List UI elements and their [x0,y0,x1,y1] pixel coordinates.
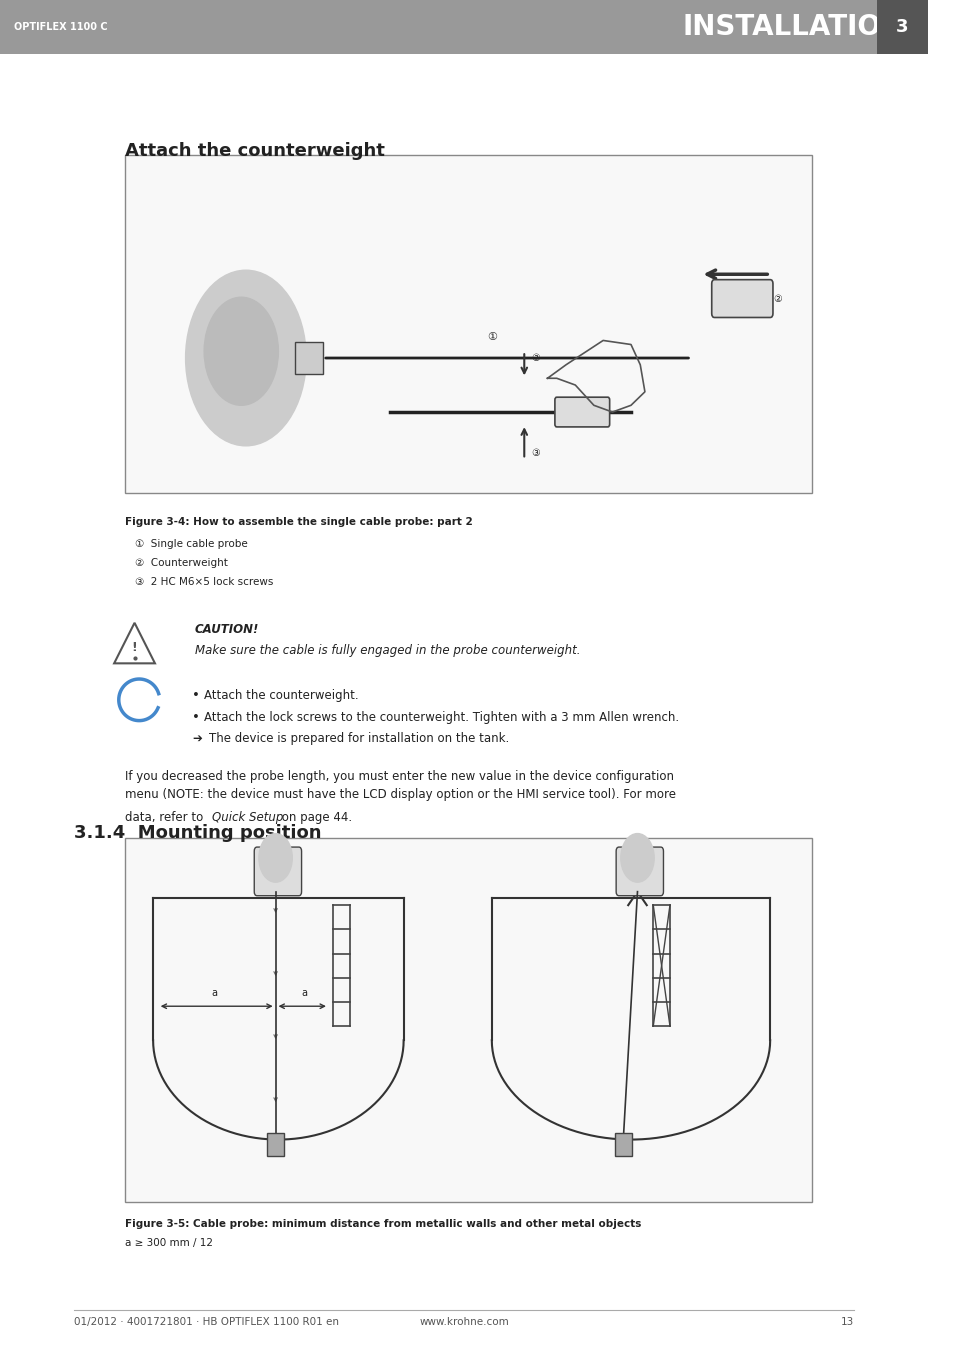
Text: Make sure the cable is fully engaged in the probe counterweight.: Make sure the cable is fully engaged in … [194,644,579,658]
Text: ②  Counterweight: ② Counterweight [134,558,227,567]
Text: ③: ③ [530,447,539,458]
Text: If you decreased the probe length, you must enter the new value in the device co: If you decreased the probe length, you m… [125,770,676,801]
FancyBboxPatch shape [0,0,927,54]
Text: on page 44.: on page 44. [278,811,353,824]
Text: www.krohne.com: www.krohne.com [418,1317,508,1327]
Text: !: ! [132,640,137,654]
FancyBboxPatch shape [125,155,811,493]
Circle shape [204,297,278,405]
FancyBboxPatch shape [616,847,662,896]
Text: ①: ① [486,332,497,342]
Text: data, refer to: data, refer to [125,811,207,824]
FancyBboxPatch shape [555,397,609,427]
Text: ③  2 HC M6×5 lock screws: ③ 2 HC M6×5 lock screws [134,577,273,586]
Text: INSTALLATION: INSTALLATION [681,14,903,41]
Text: ②: ② [572,407,580,417]
Text: Figure 3-4: How to assemble the single cable probe: part 2: Figure 3-4: How to assemble the single c… [125,517,473,527]
Text: 01/2012 · 4001721801 · HB OPTIFLEX 1100 R01 en: 01/2012 · 4001721801 · HB OPTIFLEX 1100 … [74,1317,339,1327]
Text: The device is prepared for installation on the tank.: The device is prepared for installation … [209,732,509,746]
Text: a: a [301,988,307,998]
Text: a ≥ 300 mm / 12: a ≥ 300 mm / 12 [125,1238,213,1247]
FancyBboxPatch shape [125,838,811,1202]
Text: Quick Setup: Quick Setup [212,811,283,824]
Text: Attach the counterweight: Attach the counterweight [125,142,385,159]
Text: •: • [192,689,200,703]
Text: Figure 3-5: Cable probe: minimum distance from metallic walls and other metal ob: Figure 3-5: Cable probe: minimum distanc… [125,1219,641,1228]
Text: ③: ③ [530,353,539,363]
Text: Attach the counterweight.: Attach the counterweight. [204,689,358,703]
FancyBboxPatch shape [876,0,927,54]
FancyBboxPatch shape [294,342,322,374]
Text: a: a [212,988,217,998]
Circle shape [620,834,654,882]
Text: ②: ② [772,293,781,304]
FancyBboxPatch shape [254,847,301,896]
Text: Attach the lock screws to the counterweight. Tighten with a 3 mm Allen wrench.: Attach the lock screws to the counterwei… [204,711,679,724]
Text: CAUTION!: CAUTION! [194,623,259,636]
Text: 13: 13 [840,1317,853,1327]
Circle shape [258,834,292,882]
FancyBboxPatch shape [615,1133,631,1156]
FancyBboxPatch shape [267,1133,284,1156]
FancyBboxPatch shape [711,280,772,317]
Text: OPTIFLEX 1100 C: OPTIFLEX 1100 C [14,22,108,32]
Text: 3.1.4  Mounting position: 3.1.4 Mounting position [74,824,321,842]
Text: •: • [192,711,200,724]
Text: 3: 3 [895,18,907,36]
Text: ①  Single cable probe: ① Single cable probe [134,539,247,549]
Text: ➔: ➔ [192,732,202,746]
Polygon shape [114,623,154,663]
Circle shape [186,270,306,446]
